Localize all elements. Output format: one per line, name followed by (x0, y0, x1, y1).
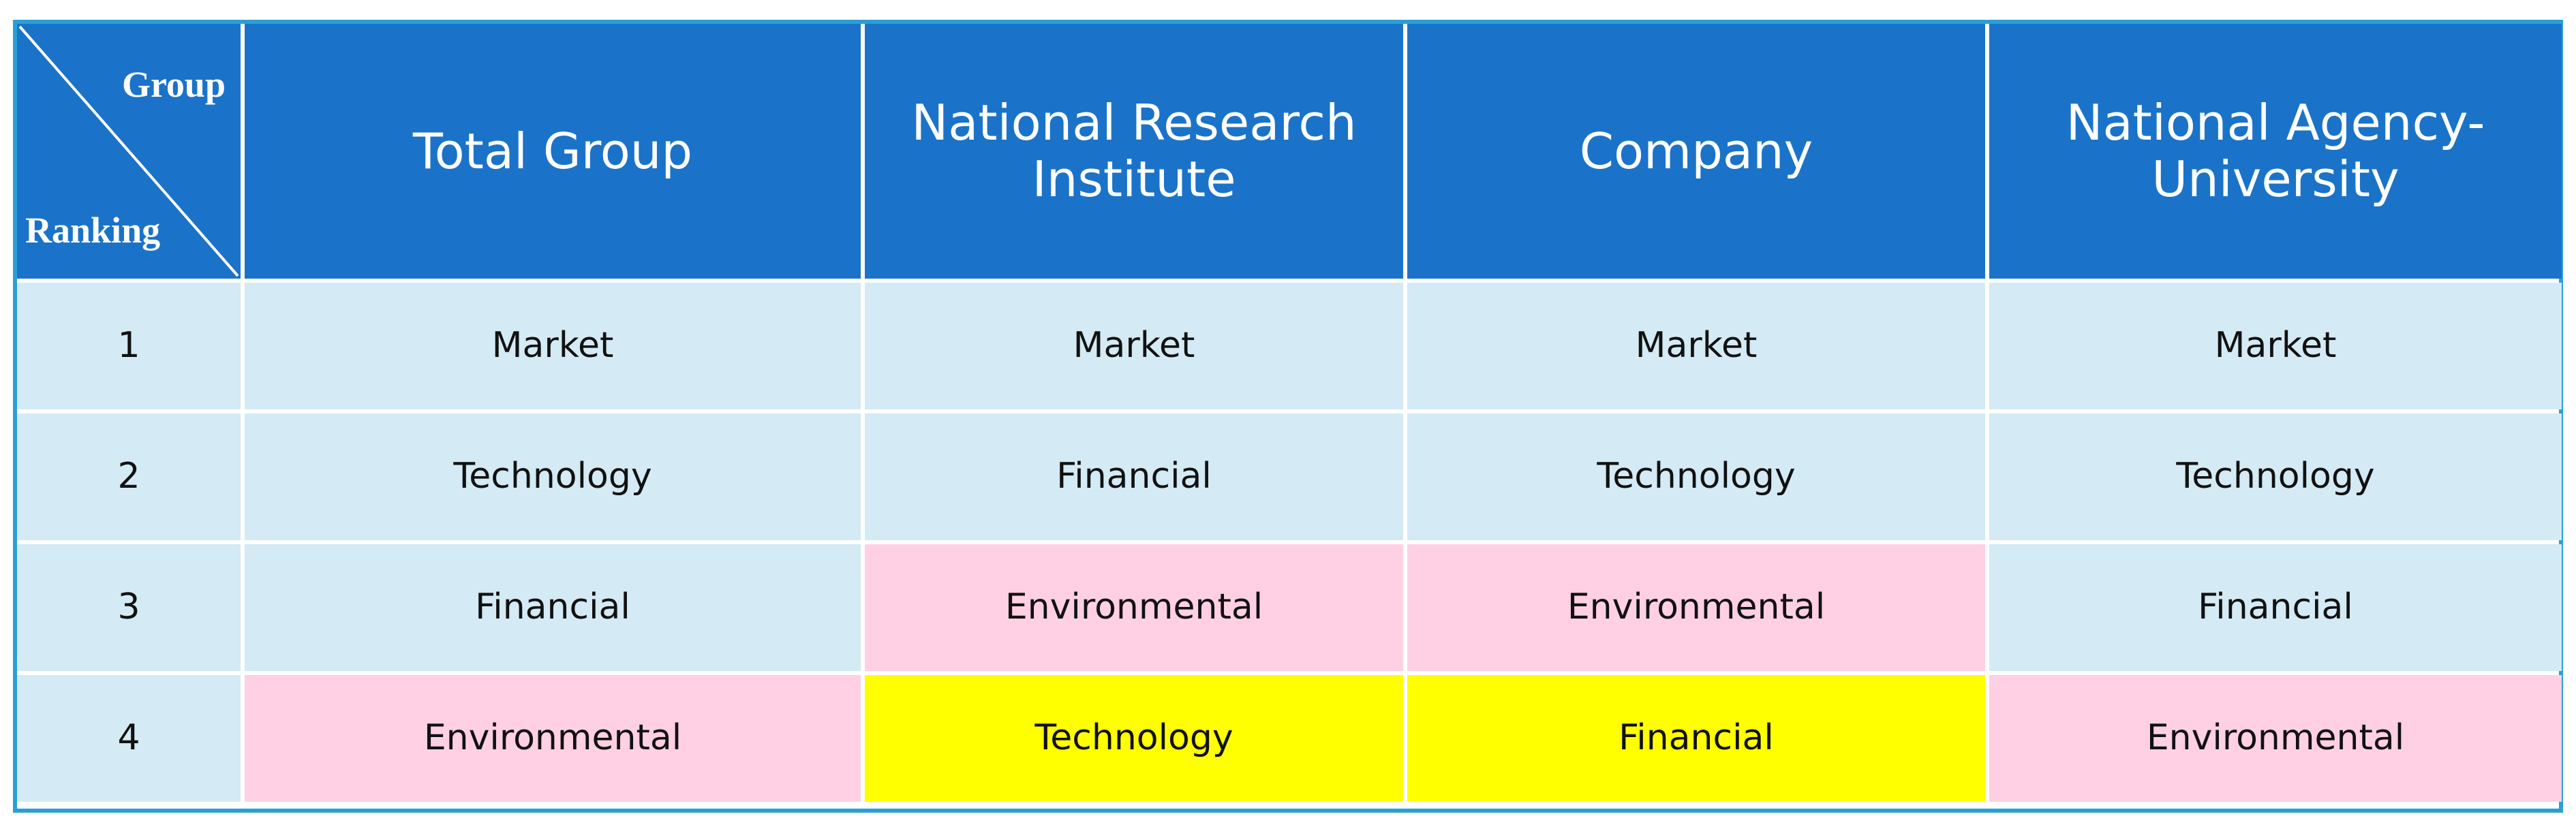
table-cell: Environmental (1989, 675, 2562, 802)
rank-cell: 4 (17, 675, 241, 802)
column-header: Company (1407, 24, 1985, 279)
table-cell: Market (865, 283, 1403, 409)
table-frame: Group Ranking Total Group National Resear… (13, 20, 2563, 813)
column-header: National Agency-University (1989, 24, 2562, 279)
table-cell: Market (1407, 283, 1985, 409)
table-cell: Financial (1989, 544, 2562, 671)
column-header: National Research Institute (865, 24, 1403, 279)
table-cell: Market (1989, 283, 2562, 409)
table-cell: Market (245, 283, 861, 409)
rank-cell: 1 (17, 283, 241, 409)
table: Group Ranking Total Group National Resear… (17, 24, 2562, 809)
table-cell: Financial (1407, 675, 1985, 802)
corner-cell: Group Ranking (17, 24, 241, 279)
table-cell: Financial (865, 414, 1403, 540)
table-cell: Technology (1407, 414, 1985, 540)
table-cell: Environmental (245, 675, 861, 802)
diagonal (18, 25, 239, 277)
column-header: Total Group (245, 24, 861, 279)
corner-bottom: Ranking (25, 209, 161, 251)
rank-cell: 2 (17, 414, 241, 540)
corner-top: Group (121, 64, 226, 105)
table-cell: Technology (865, 675, 1403, 802)
rank-cell: 3 (17, 544, 241, 671)
table-cell: Financial (245, 544, 861, 671)
table-cell: Environmental (1407, 544, 1985, 671)
table-cell: Technology (1989, 414, 2562, 540)
table-cell: Technology (245, 414, 861, 540)
table-cell: Environmental (865, 544, 1403, 671)
